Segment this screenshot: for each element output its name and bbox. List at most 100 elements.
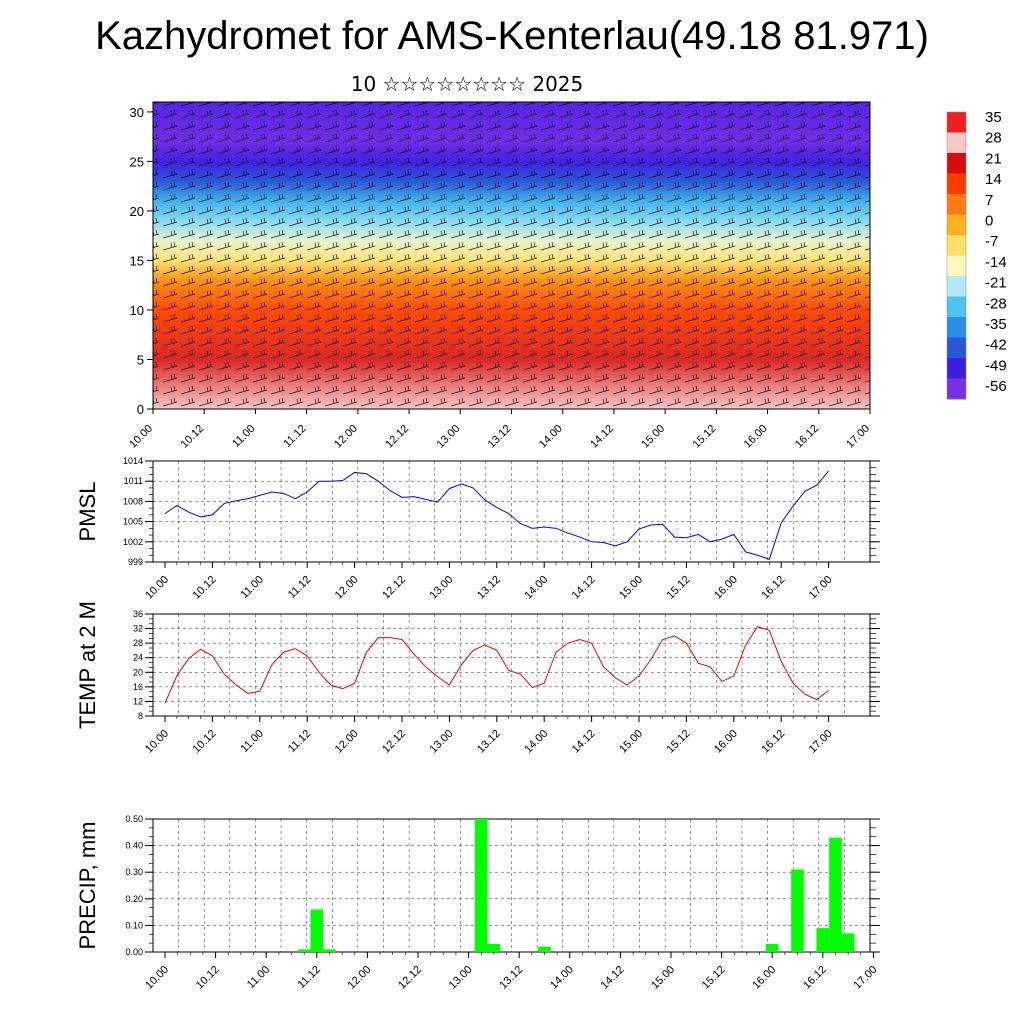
pmsl-line: [164, 470, 829, 560]
colorbar-swatch: [947, 235, 966, 256]
colorbar-swatch: [947, 153, 966, 174]
x-tick-label: 14.12: [570, 574, 598, 602]
precip-bar: [310, 909, 324, 952]
y-tick-label: 1011: [124, 476, 143, 486]
y-tick-label: 1002: [123, 537, 143, 547]
y-tick-label: 0: [137, 402, 144, 417]
chart-title: Kazhydromet for AMS-Kenterlau(49.18 81.9…: [95, 14, 929, 58]
x-tick-label: 13.00: [434, 423, 462, 451]
colorbar-swatch: [947, 296, 966, 318]
x-tick-label: 11.00: [239, 574, 266, 601]
x-tick-label: 13.12: [497, 964, 525, 992]
x-tick-label: 15.12: [665, 728, 693, 756]
x-tick-label: 12.12: [396, 964, 424, 992]
plot-frame: [152, 460, 871, 563]
x-tick-label: 16.12: [801, 964, 829, 992]
y-axis-label: TEMP at 2 M: [75, 601, 100, 729]
y-tick-label: 24: [133, 653, 143, 663]
y-tick-label: 28: [133, 638, 143, 648]
precip-bar: [487, 944, 501, 952]
x-tick-label: 14.00: [522, 574, 550, 602]
colorbar-swatch: [947, 255, 966, 277]
colorbar-swatch: [947, 378, 966, 400]
colorbar-label: 35: [985, 109, 1002, 126]
y-tick-label: 0.30: [125, 867, 143, 877]
colorbar-swatch: [947, 194, 966, 215]
x-tick-label: 15.00: [617, 574, 645, 602]
colorbar-label: 7: [985, 192, 993, 209]
x-tick-label: 13.12: [486, 423, 514, 451]
x-tick-label: 13.00: [428, 728, 456, 756]
x-tick-label: 16.00: [712, 574, 740, 602]
y-tick-label: 0.00: [125, 947, 143, 957]
x-tick-label: 12.12: [380, 728, 408, 756]
x-tick-label: 11.00: [245, 964, 272, 991]
plot-frame: [152, 818, 871, 953]
y-tick-label: 32: [133, 624, 143, 634]
colorbar-label: -14: [985, 254, 1007, 271]
y-tick-label: 0.50: [125, 814, 143, 824]
x-tick-label: 14.12: [570, 728, 598, 756]
y-tick-label: 999: [128, 557, 143, 567]
y-tick-label: 1008: [123, 496, 143, 506]
x-tick-label: 14.12: [588, 423, 616, 451]
y-tick-label: 12: [133, 696, 143, 706]
x-tick-label: 14.00: [548, 964, 576, 992]
pmsl-panel: 999 1002 1005 1008 1011 1014 10.00 10.12 11.00 11…: [75, 456, 880, 602]
colorbar-label: -35: [985, 316, 1007, 333]
x-tick-label: 17.00: [807, 574, 835, 602]
x-tick-label: 16.12: [759, 574, 787, 602]
x-tick-label: 11.00: [230, 423, 257, 450]
x-tick-label: 10.00: [127, 423, 155, 451]
x-tick-label: 10.12: [178, 423, 206, 451]
x-tick-label: 13.00: [447, 964, 475, 992]
y-tick-label: 0.10: [125, 920, 143, 930]
x-tick-label: 16.00: [750, 964, 778, 992]
y-tick-label: 36: [133, 609, 143, 619]
colorbar-label: -21: [985, 275, 1007, 292]
x-tick-label: 13.12: [475, 574, 503, 602]
precip-bar: [841, 933, 855, 952]
y-tick-label: 1014: [123, 456, 143, 466]
y-tick-label: 15: [130, 253, 144, 268]
colorbar-swatch: [947, 317, 966, 338]
x-tick-label: 12.00: [346, 964, 374, 992]
y-tick-label: 1005: [123, 517, 143, 527]
colorbar-label: -56: [985, 378, 1007, 395]
x-tick-label: 12.00: [333, 728, 361, 756]
x-tick-label: 11.12: [286, 728, 313, 755]
x-tick-label: 14.00: [522, 728, 550, 756]
x-tick-label: 14.00: [537, 423, 565, 451]
y-tick-label: 25: [130, 154, 144, 169]
colorbar-label: 21: [985, 150, 1002, 167]
x-tick-label: 17.00: [807, 728, 835, 756]
colorbar-label: 28: [985, 130, 1002, 147]
x-tick-label: 15.12: [700, 964, 728, 992]
y-axis-label: PRECIP, mm: [75, 822, 100, 950]
y-tick-label: 10: [130, 303, 144, 318]
colorbar-label: -49: [985, 357, 1007, 374]
y-tick-label: 20: [133, 667, 143, 677]
cross-section-panel: 0 5 10 15 20 25 30 10.00 10.12 11.00 11.12 12.00 12.…: [127, 101, 872, 451]
x-tick-label: 16.00: [712, 728, 740, 756]
colorbar: 35 28 21 14 7 0 -7 -14 -21 -28 -35 -42 -49 -56: [946, 109, 1007, 400]
precip-bar: [791, 869, 804, 952]
wind-barbs: [153, 102, 870, 409]
x-tick-label: 17.00: [844, 423, 872, 451]
x-tick-label: 16.12: [793, 423, 821, 451]
precip-bar: [816, 928, 830, 952]
precip-bar: [297, 949, 311, 952]
precip-bar: [474, 819, 488, 952]
chart-subtitle: 10 ☆☆☆☆☆☆☆☆ 2025: [350, 72, 584, 96]
x-tick-label: 11.00: [239, 728, 266, 755]
y-tick-label: 20: [130, 204, 144, 219]
x-tick-label: 10.00: [143, 728, 171, 756]
y-tick-label: 0.20: [125, 894, 143, 904]
colorbar-label: 0: [985, 213, 993, 230]
x-tick-label: 15.00: [617, 728, 645, 756]
precip-panel: 0.00 0.10 0.20 0.30 0.40 0.50 10.00 10.12 11.00 1…: [75, 814, 880, 992]
y-tick-label: 30: [130, 105, 144, 120]
y-tick-label: 8: [138, 711, 143, 721]
y-tick-label: 16: [133, 682, 143, 692]
